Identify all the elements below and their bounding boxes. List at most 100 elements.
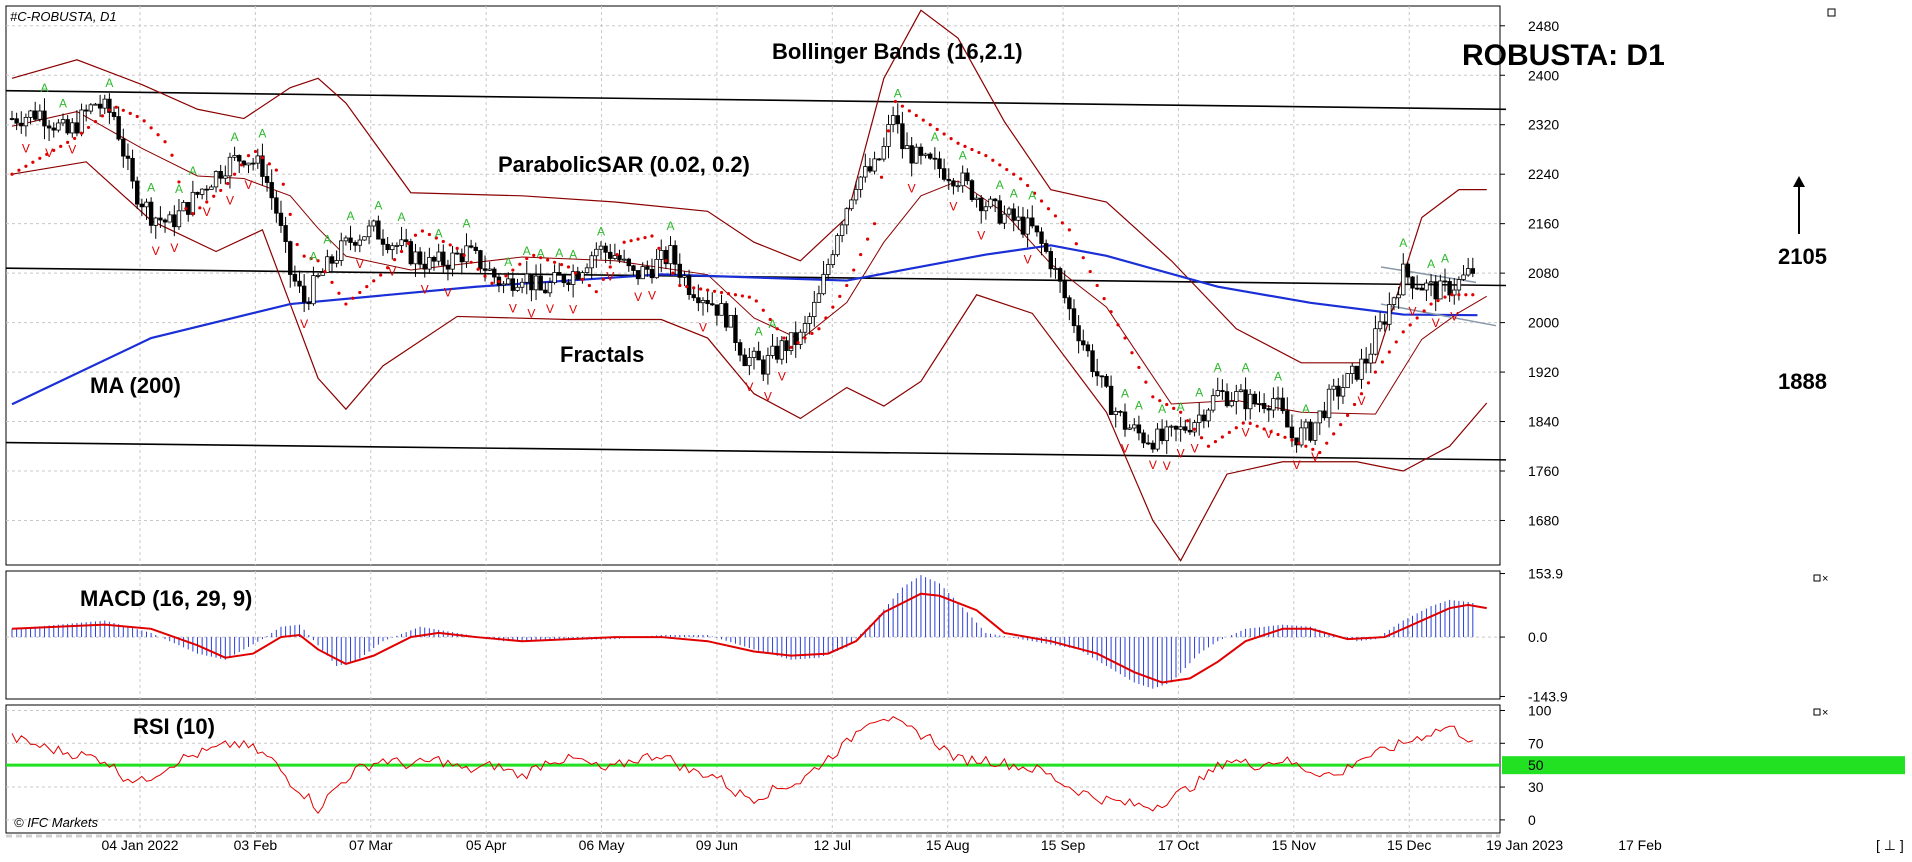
- candle-body: [519, 281, 525, 288]
- sar-dot: [1046, 207, 1051, 211]
- macd-signal-line: [11, 592, 1487, 684]
- candle-body: [130, 157, 135, 182]
- instrument-label: #C-ROBUSTA, D1: [10, 9, 117, 24]
- candle-body: [1271, 398, 1276, 411]
- fractal-up: A: [462, 216, 470, 230]
- fractal-down: V: [245, 178, 253, 192]
- candle-body: [413, 251, 418, 265]
- candle-body: [366, 225, 372, 238]
- sar-dot: [316, 259, 320, 263]
- sar-dot: [566, 265, 571, 269]
- candle-body: [74, 122, 80, 134]
- candle-body: [190, 191, 196, 215]
- fractal-up: A: [1158, 402, 1166, 416]
- candle-body: [464, 245, 469, 263]
- candle-body: [487, 268, 492, 271]
- candle-body: [756, 350, 761, 361]
- candle-body: [468, 245, 474, 248]
- candle-body: [886, 124, 891, 147]
- sar-dot: [441, 239, 445, 244]
- candle-body: [881, 146, 887, 160]
- candle-body: [1048, 251, 1053, 270]
- candle-body: [1201, 414, 1207, 422]
- fractal-down: V: [509, 302, 517, 316]
- fractal-down: V: [648, 289, 656, 303]
- candle-body: [1011, 208, 1016, 221]
- candle-body: [918, 146, 924, 156]
- candle-body: [1192, 422, 1197, 433]
- sar-dot: [859, 252, 863, 257]
- candle-body: [779, 340, 785, 360]
- fractal-down: V: [68, 143, 76, 157]
- candle-body: [830, 254, 836, 265]
- candle-body: [719, 303, 724, 316]
- candle-body: [608, 251, 613, 259]
- sar-dot: [392, 258, 397, 262]
- candle-body: [1150, 442, 1156, 450]
- corner-glyph[interactable]: [ ⊥ ]: [1876, 837, 1904, 853]
- candle-body: [139, 203, 145, 208]
- candle-body: [1303, 421, 1309, 429]
- candle-body: [352, 242, 358, 246]
- candle-body: [1016, 216, 1021, 221]
- sar-dot: [900, 104, 905, 108]
- candle-body: [1345, 373, 1350, 389]
- candle-body: [436, 251, 441, 262]
- sar-dot: [1366, 381, 1371, 385]
- candle-body: [635, 270, 641, 280]
- date-tick-label: 06 May: [579, 837, 625, 853]
- candle-body: [28, 110, 33, 118]
- sar-dot: [810, 331, 814, 336]
- sar-dot: [1415, 316, 1419, 320]
- candle-body: [1326, 388, 1332, 419]
- sar-dot: [1339, 423, 1343, 427]
- candle-body: [524, 273, 529, 283]
- price-tick-label: 1680: [1528, 512, 1559, 528]
- candle-body: [742, 354, 747, 367]
- macd-pane: 153.9 0.0 -143.9 ×: [5, 566, 1828, 704]
- candle-body: [788, 332, 794, 351]
- sar-dot: [1373, 370, 1378, 374]
- sar-dot: [1102, 297, 1106, 301]
- fractal-up: A: [931, 130, 939, 144]
- candle-body: [1067, 297, 1072, 310]
- sar-dot: [1206, 444, 1211, 448]
- sar-dot: [1026, 183, 1030, 188]
- candle-body: [1034, 225, 1040, 233]
- sar-dot: [212, 194, 216, 198]
- fractal-up: A: [347, 209, 355, 223]
- candle-body: [14, 118, 19, 124]
- sar-dot: [246, 154, 251, 158]
- sar-dot: [330, 280, 334, 285]
- sar-dot: [469, 260, 473, 264]
- sar-dot: [490, 281, 494, 285]
- candle-body: [144, 201, 149, 208]
- sar-dot: [337, 291, 341, 295]
- candle-body: [37, 110, 43, 120]
- candle-body: [603, 245, 608, 253]
- candle-body: [612, 255, 618, 259]
- sar-dot: [1179, 410, 1183, 414]
- sar-dot: [949, 137, 953, 141]
- rsi-tick-label: 0: [1528, 812, 1536, 828]
- candle-body: [1053, 268, 1058, 270]
- price-tick-label: 1920: [1528, 364, 1559, 380]
- fractal-down: V: [1358, 394, 1366, 408]
- sar-dot: [1130, 351, 1134, 355]
- sar-dot: [615, 252, 619, 257]
- fractal-down: V: [356, 257, 364, 271]
- sar-dot: [866, 237, 870, 241]
- sar-dot: [504, 274, 508, 278]
- sar-dot: [1220, 435, 1224, 439]
- candle-body: [1410, 276, 1415, 289]
- fractal-up: A: [569, 247, 577, 261]
- candle-body: [617, 255, 622, 261]
- candle-body: [1145, 442, 1151, 445]
- sar-dot: [372, 279, 376, 283]
- candle-body: [802, 323, 808, 333]
- candle-body: [904, 145, 910, 150]
- candle-body: [1331, 385, 1336, 390]
- candle-body: [380, 238, 386, 245]
- sar-dot: [1241, 421, 1245, 425]
- fractal-down: V: [1177, 447, 1185, 461]
